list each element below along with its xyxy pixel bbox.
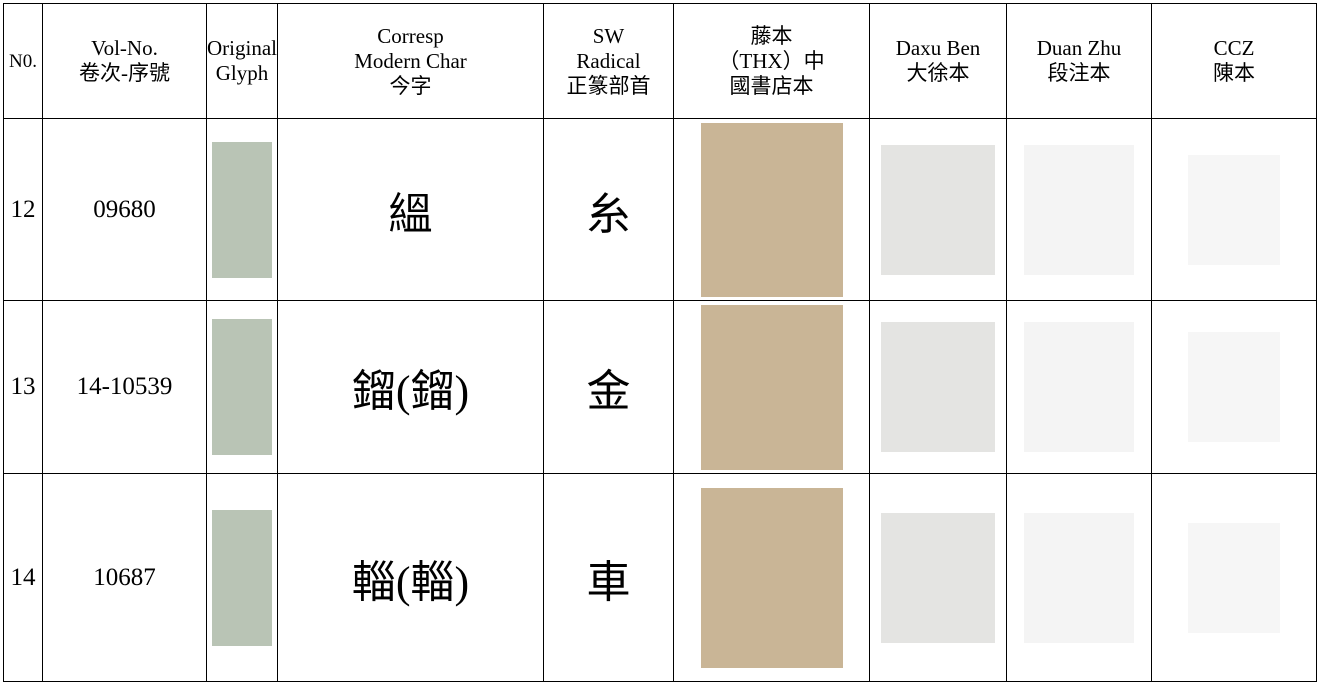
header-line: SW	[592, 23, 625, 48]
glyph-cell	[673, 118, 870, 301]
table-row: 14 10687 輜(輜) 車	[3, 473, 1317, 682]
header-line: Duan Zhu	[1036, 36, 1122, 60]
glyph-image	[1188, 522, 1280, 633]
header-line: Vol-No.	[91, 36, 158, 60]
glyph-image	[700, 487, 843, 668]
header-cell: 藤本 （THX）中 國書店本	[673, 3, 870, 119]
glyph-cell	[1151, 300, 1317, 474]
header-line: N0.	[9, 50, 37, 72]
table-cell: 10687	[42, 473, 207, 682]
header-cell: Vol-No. 卷次-序號	[42, 3, 207, 119]
table-cell: 縕	[277, 118, 544, 301]
table-row: 13 14-10539 鎦(鎦) 金	[3, 300, 1317, 474]
header-line: 藤本	[750, 23, 793, 48]
header-line: Radical	[576, 48, 641, 73]
header-line: 段注本	[1047, 61, 1111, 85]
header-cell: Original Glyph	[206, 3, 278, 119]
table-row: 12 09680 縕糸	[3, 118, 1317, 301]
glyph-cell	[206, 118, 278, 301]
table-cell: 輜(輜)	[277, 473, 544, 682]
table-cell: 鎦(鎦)	[277, 300, 544, 474]
glyph-cell	[869, 118, 1007, 301]
glyph-image	[212, 141, 272, 278]
glyph-image	[212, 319, 272, 455]
glyph-cell	[673, 300, 870, 474]
glyph-image	[1188, 332, 1280, 442]
header-row: N0. Vol-No. 卷次-序號 Original Glyph Corresp Moder…	[3, 3, 1317, 119]
header-cell: N0.	[3, 3, 43, 119]
glyph-image	[700, 304, 843, 470]
header-line: 正篆部首	[566, 73, 651, 98]
header-cell: Duan Zhu 段注本	[1006, 3, 1152, 119]
glyph-cell	[869, 473, 1007, 682]
header-line: Daxu Ben	[895, 36, 981, 60]
glyph-table: N0. Vol-No. 卷次-序號 Original Glyph Corresp Moder…	[3, 3, 1317, 682]
header-cell: CCZ 陳本	[1151, 3, 1317, 119]
header-cell: SW Radical 正篆部首	[543, 3, 674, 119]
header-line: Corresp	[377, 23, 444, 48]
header-line: CCZ	[1213, 36, 1255, 60]
glyph-image	[1024, 322, 1134, 452]
glyph-image	[700, 122, 843, 297]
table-cell: 車	[543, 473, 674, 682]
table-cell: 糸	[543, 118, 674, 301]
glyph-cell	[206, 473, 278, 682]
glyph-cell	[1151, 473, 1317, 682]
header-line: （THX）中	[718, 48, 825, 73]
header-line: Modern Char	[354, 48, 467, 73]
glyph-image	[1188, 154, 1280, 265]
table-cell: 09680	[42, 118, 207, 301]
glyph-cell	[673, 473, 870, 682]
glyph-cell	[1151, 118, 1317, 301]
glyph-image	[1024, 144, 1134, 275]
table-cell: 13	[3, 300, 43, 474]
glyph-cell	[1006, 473, 1152, 682]
glyph-image	[1024, 512, 1134, 643]
header-line: 大徐本	[906, 61, 970, 85]
glyph-image	[881, 144, 995, 275]
table-cell: 金	[543, 300, 674, 474]
header-line: 國書店本	[729, 73, 814, 98]
header-cell: Corresp Modern Char 今字	[277, 3, 544, 119]
header-line: Original	[207, 36, 277, 60]
header-line: 陳本	[1213, 61, 1255, 85]
glyph-image	[881, 322, 995, 452]
glyph-cell	[1006, 118, 1152, 301]
glyph-cell	[206, 300, 278, 474]
header-line: 卷次-序號	[79, 61, 170, 85]
header-line: 今字	[389, 73, 432, 98]
table-cell: 14-10539	[42, 300, 207, 474]
table-cell: 14	[3, 473, 43, 682]
header-cell: Daxu Ben 大徐本	[869, 3, 1007, 119]
table-cell: 12	[3, 118, 43, 301]
glyph-cell	[869, 300, 1007, 474]
glyph-image	[212, 509, 272, 646]
glyph-cell	[1006, 300, 1152, 474]
glyph-image	[881, 512, 995, 643]
header-line: Glyph	[215, 61, 269, 85]
